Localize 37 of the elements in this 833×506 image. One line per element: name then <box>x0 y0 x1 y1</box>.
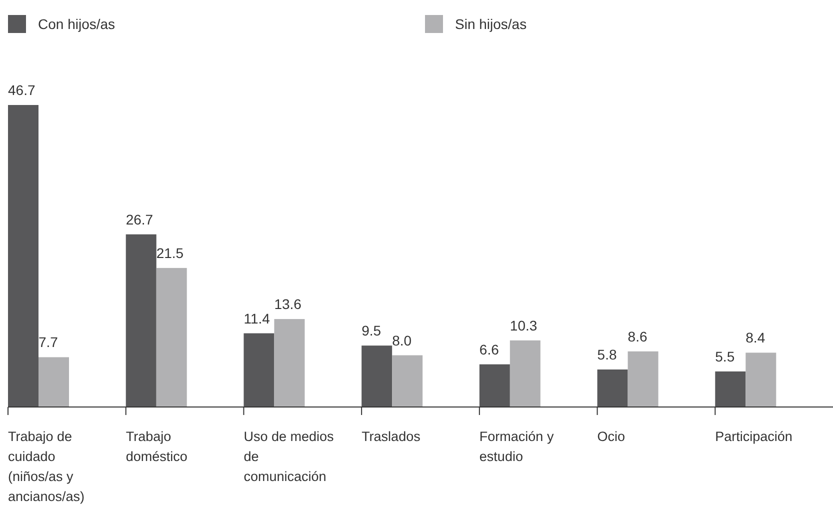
bar <box>510 340 540 407</box>
x-tick-label: Trabajo doméstico <box>126 429 188 464</box>
bar <box>362 346 392 407</box>
data-label: 9.5 <box>362 322 382 339</box>
data-label: 11.4 <box>244 310 270 326</box>
data-label: 46.7 <box>8 82 36 98</box>
bar <box>156 268 187 407</box>
data-label: 8.0 <box>392 332 412 348</box>
data-label: 5.5 <box>715 348 735 364</box>
bar <box>126 234 156 407</box>
bar <box>274 319 305 407</box>
bar <box>392 355 423 407</box>
bar <box>8 105 38 407</box>
x-tick-label: Participación <box>715 429 792 444</box>
bar <box>628 351 658 407</box>
bar <box>479 364 510 407</box>
bar <box>597 369 628 407</box>
x-tick-label: Uso de medios de comunicación <box>244 429 334 484</box>
x-tick-label: Traslados <box>362 429 421 444</box>
bar <box>244 333 274 407</box>
bar <box>38 357 69 407</box>
legend-label: Sin hijos/as <box>455 16 527 32</box>
x-tick-label: Trabajo de cuidado (niños/as y ancianos/as) <box>8 429 85 504</box>
x-tick-label: Formación y estudio <box>479 429 554 464</box>
data-label: 26.7 <box>126 211 154 228</box>
data-label: 13.6 <box>274 296 302 312</box>
bar <box>746 352 776 407</box>
legend-label: Con hijos/as <box>38 16 116 32</box>
data-label: 8.4 <box>746 330 766 346</box>
data-label: 7.7 <box>38 334 58 350</box>
x-tick-label: Ocio <box>597 429 626 444</box>
data-label: 6.6 <box>479 341 500 358</box>
data-label: 21.5 <box>156 244 184 261</box>
data-label: 10.3 <box>510 317 538 334</box>
data-label: 8.6 <box>628 328 648 344</box>
data-label: 5.8 <box>597 346 617 362</box>
bar <box>715 371 746 407</box>
